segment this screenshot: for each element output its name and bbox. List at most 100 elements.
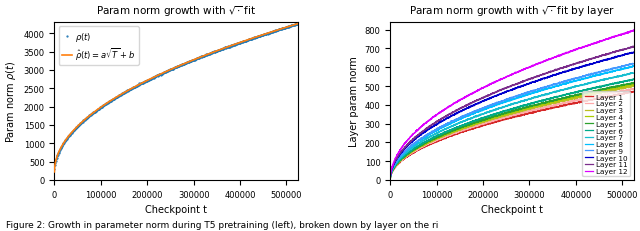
- Layer 7: [630, 72, 637, 75]
- Line: Layer 12: Layer 12: [390, 31, 634, 180]
- Layer 10: [623, 53, 630, 56]
- Layer 2: [623, 90, 630, 92]
- Layer 1: [623, 92, 630, 95]
- Layer 4: [387, 179, 394, 181]
- Line: $\rho(t)$: $\rho(t)$: [54, 24, 299, 170]
- Layer 8: [629, 65, 637, 68]
- Layer 12: [623, 33, 630, 35]
- Layer 4: [623, 85, 630, 88]
- Layer 9: [623, 64, 630, 67]
- Layer 4: [505, 112, 513, 115]
- Layer 11: [399, 149, 406, 152]
- Y-axis label: Layer param norm: Layer param norm: [349, 56, 359, 147]
- Line: Layer 8: Layer 8: [390, 67, 634, 180]
- Layer 8: [623, 67, 630, 70]
- Layer 6: [399, 157, 406, 159]
- Layer 9: [505, 98, 513, 100]
- $\rho(t)$: [51, 168, 58, 170]
- Line: $\hat{\rho}(t) = a\sqrt{T} + b$: $\hat{\rho}(t) = a\sqrt{T} + b$: [54, 24, 298, 172]
- Layer 1: [629, 90, 637, 93]
- Layer 3: [630, 85, 637, 88]
- Layer 6: [499, 111, 506, 113]
- Layer 3: [505, 114, 513, 117]
- Layer 10: [630, 52, 637, 54]
- X-axis label: Checkpoint t: Checkpoint t: [481, 204, 543, 214]
- Layer 10: [623, 53, 630, 56]
- Layer 5: [399, 157, 406, 160]
- Layer 5: [505, 111, 513, 114]
- Layer 8: [578, 78, 586, 81]
- Layer 9: [630, 63, 637, 66]
- Layer 6: [623, 81, 630, 83]
- Title: Param norm growth with $\sqrt{\cdot}$ fit: Param norm growth with $\sqrt{\cdot}$ fi…: [96, 4, 256, 19]
- Layer 6: [505, 109, 513, 112]
- Layer 8: [630, 66, 637, 68]
- Layer 9: [499, 100, 506, 103]
- Layer 6: [387, 179, 394, 182]
- Layer 2: [399, 158, 406, 161]
- Line: Layer 4: Layer 4: [390, 85, 634, 180]
- Line: Layer 2: Layer 2: [390, 89, 634, 180]
- $\hat{\rho}(t) = a\sqrt{T} + b$: [169, 68, 177, 71]
- Layer 3: [399, 158, 406, 161]
- Layer 1: [623, 91, 630, 94]
- Layer 5: [628, 82, 636, 85]
- Layer 8: [399, 153, 406, 156]
- Layer 1: [505, 118, 513, 120]
- Layer 5: [630, 82, 637, 85]
- Layer 11: [387, 179, 394, 181]
- Line: Layer 5: Layer 5: [390, 83, 634, 180]
- Y-axis label: Param norm $\rho(t)$: Param norm $\rho(t)$: [4, 61, 18, 143]
- $\hat{\rho}(t) = a\sqrt{T} + b$: [287, 25, 294, 28]
- Layer 1: [578, 100, 586, 103]
- Layer 5: [499, 113, 506, 116]
- Layer 2: [630, 88, 637, 91]
- Layer 7: [629, 72, 637, 75]
- Layer 2: [629, 88, 637, 91]
- Layer 1: [399, 159, 406, 162]
- Layer 4: [578, 94, 586, 97]
- Layer 2: [578, 98, 586, 101]
- Layer 2: [499, 118, 506, 120]
- Layer 5: [578, 92, 586, 95]
- Layer 4: [499, 114, 506, 117]
- Layer 12: [630, 29, 637, 32]
- $\rho(t)$: [194, 58, 202, 60]
- Layer 9: [387, 179, 394, 182]
- Layer 7: [505, 104, 513, 107]
- Layer 8: [387, 179, 394, 181]
- $\hat{\rho}(t) = a\sqrt{T} + b$: [242, 40, 250, 43]
- Layer 9: [399, 152, 406, 155]
- Layer 6: [630, 78, 637, 81]
- Layer 1: [630, 91, 637, 94]
- Layer 9: [578, 76, 586, 79]
- Layer 10: [499, 92, 506, 95]
- Layer 10: [387, 179, 394, 182]
- $\rho(t)$: [213, 51, 221, 53]
- Layer 7: [623, 74, 630, 76]
- Line: Layer 10: Layer 10: [390, 53, 634, 180]
- Line: Layer 7: Layer 7: [390, 73, 634, 180]
- Layer 12: [505, 75, 513, 78]
- Layer 2: [505, 116, 513, 119]
- X-axis label: Checkpoint t: Checkpoint t: [145, 204, 207, 214]
- Layer 8: [505, 100, 513, 103]
- Line: Layer 9: Layer 9: [390, 64, 634, 180]
- Layer 4: [623, 84, 630, 87]
- Legend: $\rho(t)$, $\hat{\rho}(t) = a\sqrt{T} + b$: $\rho(t)$, $\hat{\rho}(t) = a\sqrt{T} + …: [59, 27, 139, 66]
- Line: Layer 1: Layer 1: [390, 92, 634, 180]
- Layer 5: [387, 179, 394, 182]
- Layer 12: [499, 79, 506, 82]
- Layer 11: [623, 48, 630, 51]
- Layer 11: [505, 86, 513, 89]
- Layer 4: [630, 84, 637, 86]
- Layer 12: [578, 47, 586, 49]
- Layer 11: [578, 61, 586, 64]
- Layer 3: [387, 179, 394, 182]
- Layer 6: [623, 80, 630, 83]
- Layer 2: [623, 89, 630, 92]
- $\rho(t)$: [161, 72, 168, 75]
- Layer 9: [623, 64, 630, 67]
- $\hat{\rho}(t) = a\sqrt{T} + b$: [294, 23, 301, 26]
- Layer 9: [628, 63, 636, 65]
